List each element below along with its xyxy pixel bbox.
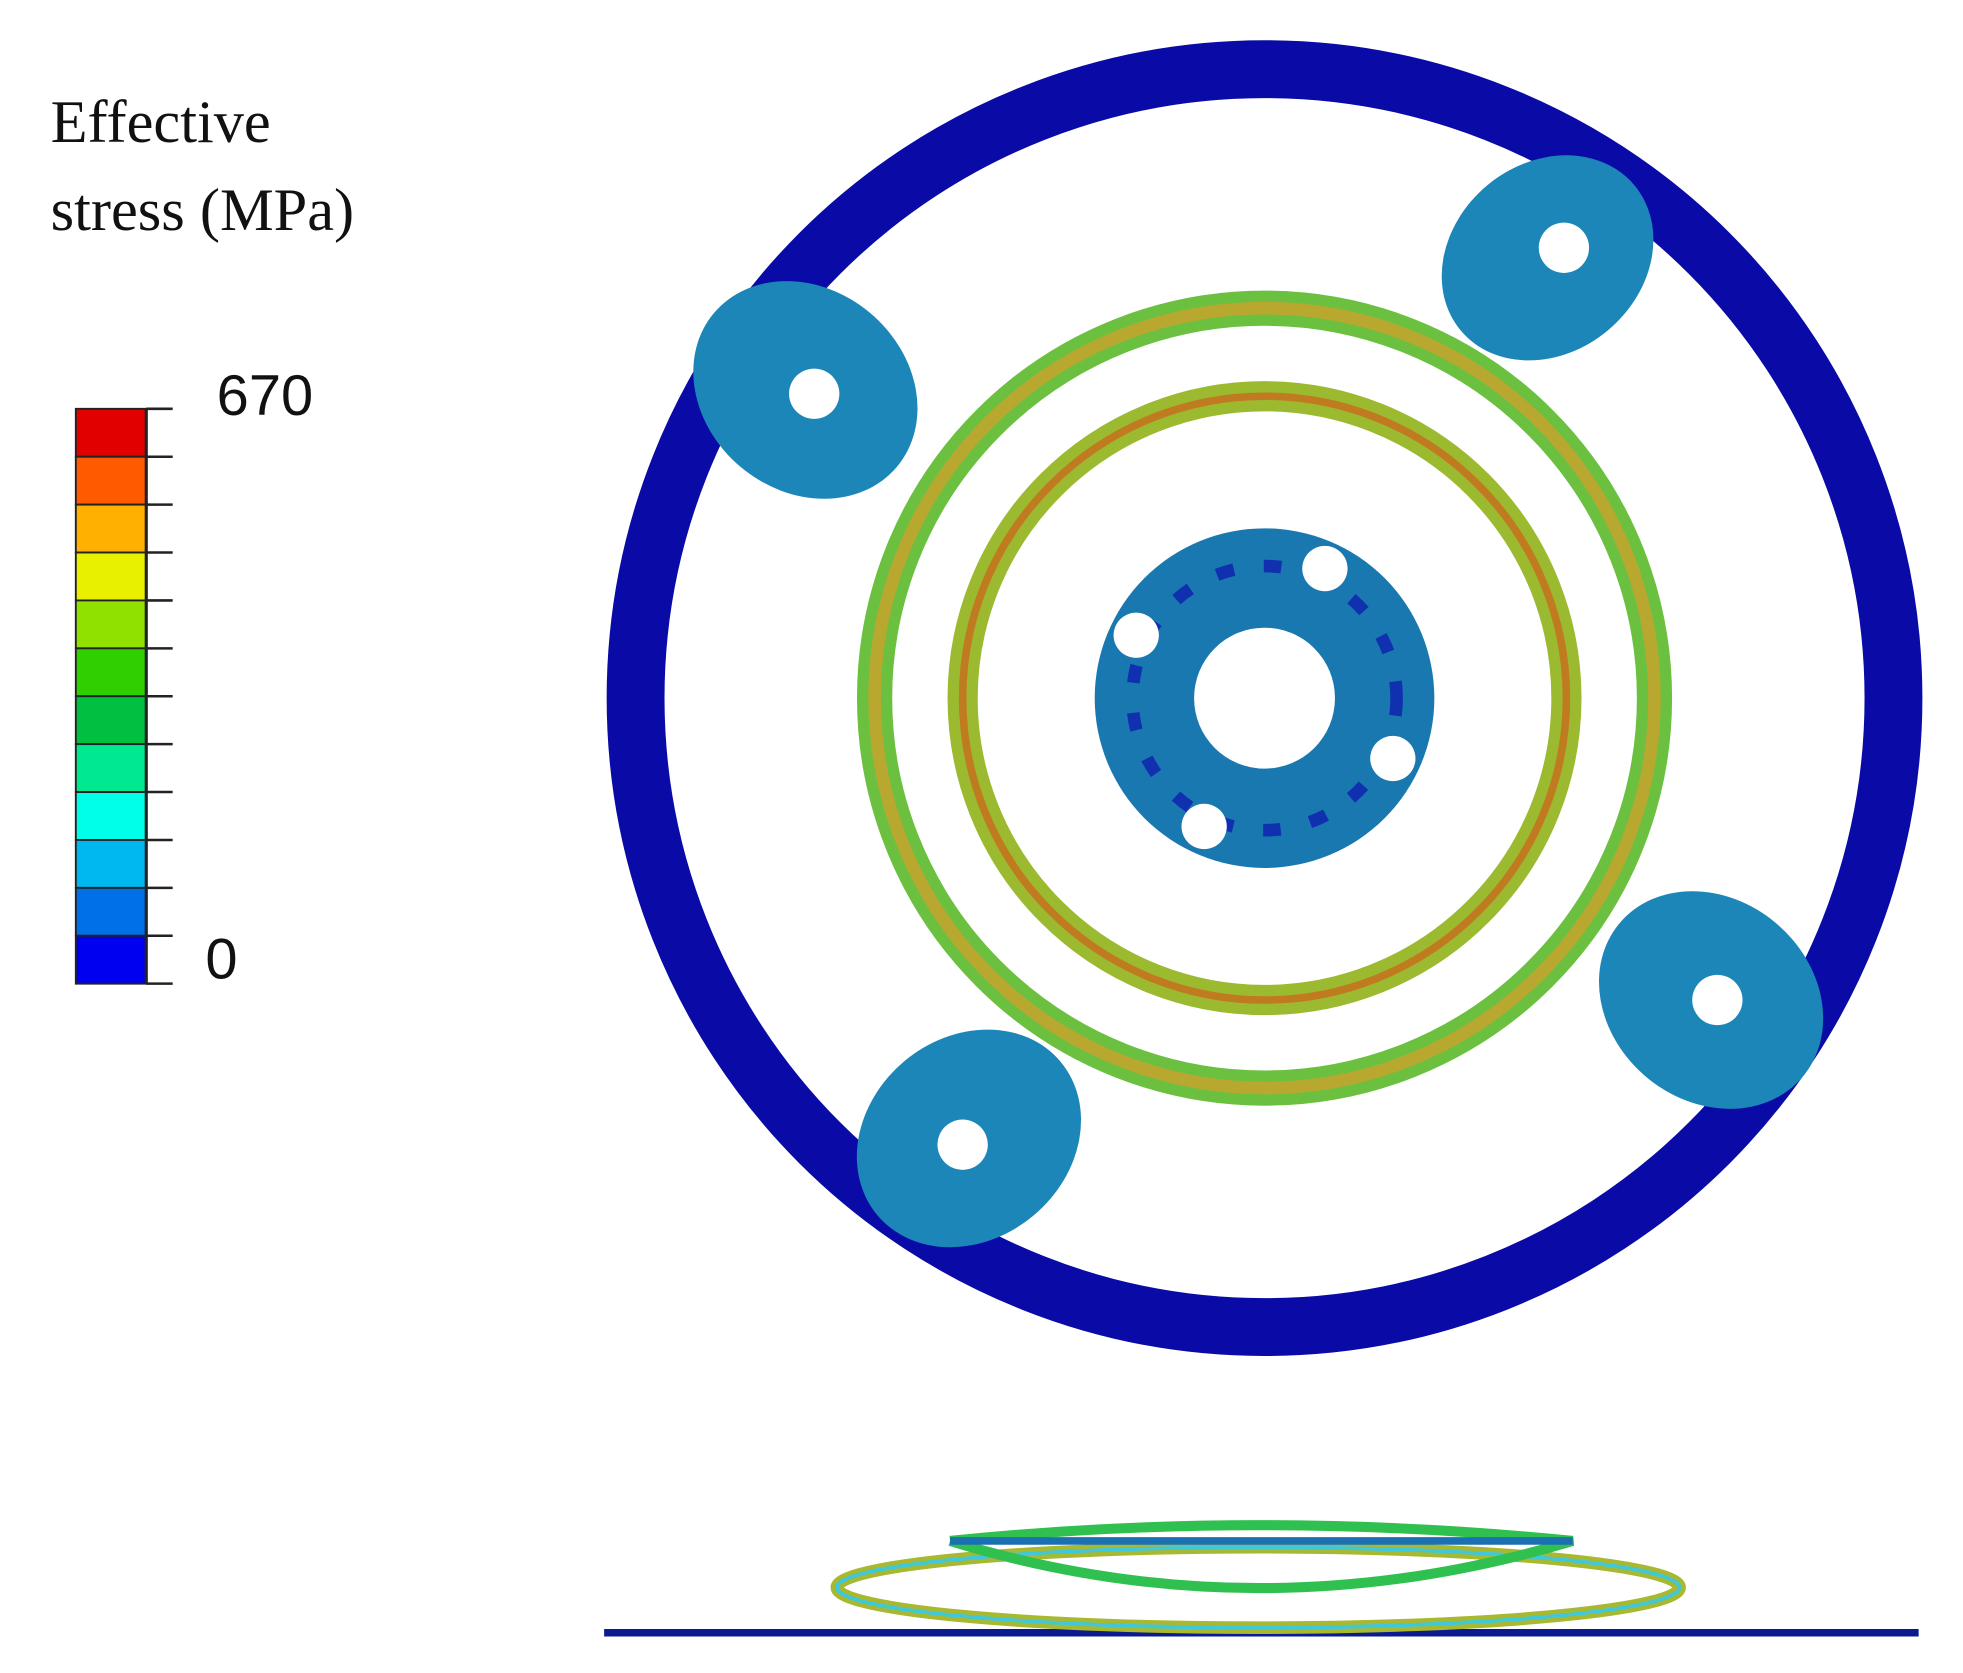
color-band [74,407,148,458]
color-band [74,695,148,746]
color-band [74,455,148,506]
color-band [74,934,148,985]
color-band [74,791,148,841]
legend: Effective stress (MPa) 670 0 [51,89,354,992]
outer-arm-core [868,301,1661,1095]
holes [789,222,1743,1170]
color-band [74,839,148,889]
color-band [74,886,148,937]
legend-title: Effective [51,89,271,156]
hub-ring [1126,559,1403,837]
color-band [74,599,148,650]
inner-arm-core [958,392,1571,1004]
color-bar [74,407,173,985]
legend-title: stress (MPa) [51,177,354,244]
max-label: 670 [217,364,314,428]
disk-side-view [604,1520,1919,1637]
outer-ring [606,40,1923,1357]
color-band [74,551,148,602]
color-band [74,647,148,698]
color-band [74,743,148,793]
min-label: 0 [205,928,237,992]
color-band [74,503,148,554]
disk-top-view [606,40,1923,1357]
